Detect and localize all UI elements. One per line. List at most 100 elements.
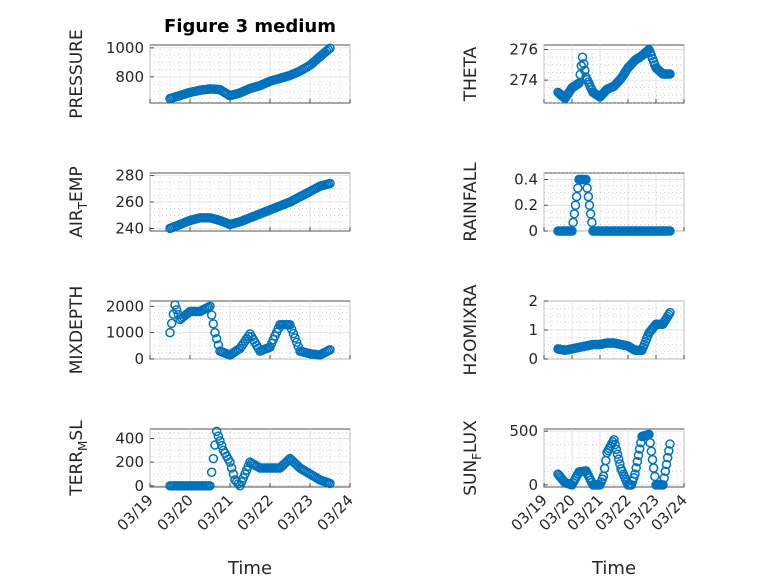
y-tick-label: 0 xyxy=(528,476,538,494)
data-point xyxy=(226,463,237,473)
data-point xyxy=(578,59,589,69)
data-point xyxy=(206,310,217,320)
y-tick-label: 0 xyxy=(134,350,144,368)
data-point xyxy=(632,456,643,467)
x-axis-label: Time xyxy=(591,558,636,579)
data-point xyxy=(610,439,620,450)
y-axis-label: MIXDEPTH xyxy=(67,286,87,375)
y-tick-label: 274 xyxy=(509,71,538,89)
data-point xyxy=(665,307,675,318)
data-point xyxy=(285,319,295,330)
data-point xyxy=(612,449,623,459)
data-point xyxy=(662,452,673,463)
data-series xyxy=(553,44,675,104)
subplot-pressure: 800 1000 PRESSURE Figure 3 medium xyxy=(67,16,351,119)
data-point xyxy=(609,434,619,445)
y-tick-label: 1000 xyxy=(106,39,144,57)
x-tick-label: 03/21 xyxy=(194,491,237,534)
data-point xyxy=(171,305,182,315)
data-point xyxy=(166,318,177,329)
y-tick-label: 800 xyxy=(115,68,144,86)
y-axis-label: AIRTEMP xyxy=(67,166,90,237)
data-point xyxy=(665,439,675,449)
y-axis-label: TERRMSL xyxy=(67,420,90,497)
data-point xyxy=(216,440,227,451)
data-point xyxy=(634,444,645,454)
x-tick-label: 03/22 xyxy=(234,491,277,534)
data-point xyxy=(613,454,624,464)
y-tick-label: 240 xyxy=(115,219,144,237)
data-point xyxy=(325,43,335,53)
x-tick-label: 03/20 xyxy=(154,491,197,534)
y-tick-label: 400 xyxy=(115,429,144,447)
y-tick-label: 2 xyxy=(528,292,538,310)
data-point xyxy=(208,453,219,464)
subplot-theta: 274 276 THETA xyxy=(461,41,685,104)
chart-title: Figure 3 medium xyxy=(164,16,336,37)
data-point xyxy=(211,334,222,344)
data-point xyxy=(660,466,671,476)
data-point xyxy=(205,481,215,491)
y-tick-label: 0 xyxy=(134,477,144,495)
subplot-mixdepth: 0 1000 2000 MIXDEPTH xyxy=(67,286,351,375)
data-point xyxy=(213,431,224,441)
y-tick-label: 280 xyxy=(115,167,144,185)
data-point xyxy=(165,327,175,338)
data-point xyxy=(288,328,299,339)
y-axis-label: SUNFLUX xyxy=(461,420,484,496)
y-tick-label: 0.4 xyxy=(514,170,538,188)
data-series xyxy=(165,43,335,104)
data-series xyxy=(165,178,335,234)
data-point xyxy=(611,444,622,455)
data-point xyxy=(206,467,217,477)
data-point xyxy=(574,78,584,88)
y-tick-label: 276 xyxy=(509,41,538,59)
data-point xyxy=(286,324,297,334)
data-point xyxy=(633,450,644,461)
data-point xyxy=(325,478,335,489)
data-point xyxy=(170,300,180,310)
y-axis-label: THETA xyxy=(461,46,481,102)
data-point xyxy=(580,65,590,76)
data-point xyxy=(205,301,215,312)
y-tick-label: 2000 xyxy=(106,297,144,315)
data-point xyxy=(325,345,335,355)
data-point xyxy=(630,469,640,479)
data-point xyxy=(577,52,588,62)
y-tick-label: 260 xyxy=(115,193,144,211)
data-point xyxy=(658,480,668,490)
y-tick-label: 0 xyxy=(528,222,538,240)
y-axis-label: H2OMIXRA xyxy=(461,284,481,375)
data-series xyxy=(165,426,335,491)
data-point xyxy=(665,226,675,236)
y-tick-label: 0 xyxy=(528,350,538,368)
x-tick-label: 03/19 xyxy=(114,491,157,534)
data-series xyxy=(553,307,675,356)
y-axis-label: PRESSURE xyxy=(67,29,87,118)
subplot-sun-flux: 050003/1903/2003/2103/2203/2303/24TimeSU… xyxy=(461,420,691,579)
data-point xyxy=(208,319,219,329)
y-tick-label: 0.2 xyxy=(514,196,538,214)
data-point xyxy=(225,457,235,467)
data-point xyxy=(228,469,239,479)
x-tick-label: 03/23 xyxy=(274,491,317,534)
y-tick-label: 500 xyxy=(509,422,538,440)
data-series xyxy=(553,429,675,490)
data-point xyxy=(291,337,302,348)
subplot-air-temp: 240 260 280 AIRTEMP xyxy=(67,166,351,238)
data-point xyxy=(661,459,672,470)
y-tick-label: 1000 xyxy=(106,324,144,342)
subplot-rainfall: 0 0.2 0.4 RAINFALL xyxy=(461,162,685,242)
data-series xyxy=(553,174,675,236)
data-point xyxy=(664,446,674,456)
data-point xyxy=(210,327,220,338)
y-tick-label: 1 xyxy=(528,321,538,339)
data-point xyxy=(290,333,300,343)
y-axis-label: RAINFALL xyxy=(461,162,481,242)
data-point xyxy=(665,69,675,79)
data-point xyxy=(659,473,669,483)
data-point xyxy=(631,463,641,473)
